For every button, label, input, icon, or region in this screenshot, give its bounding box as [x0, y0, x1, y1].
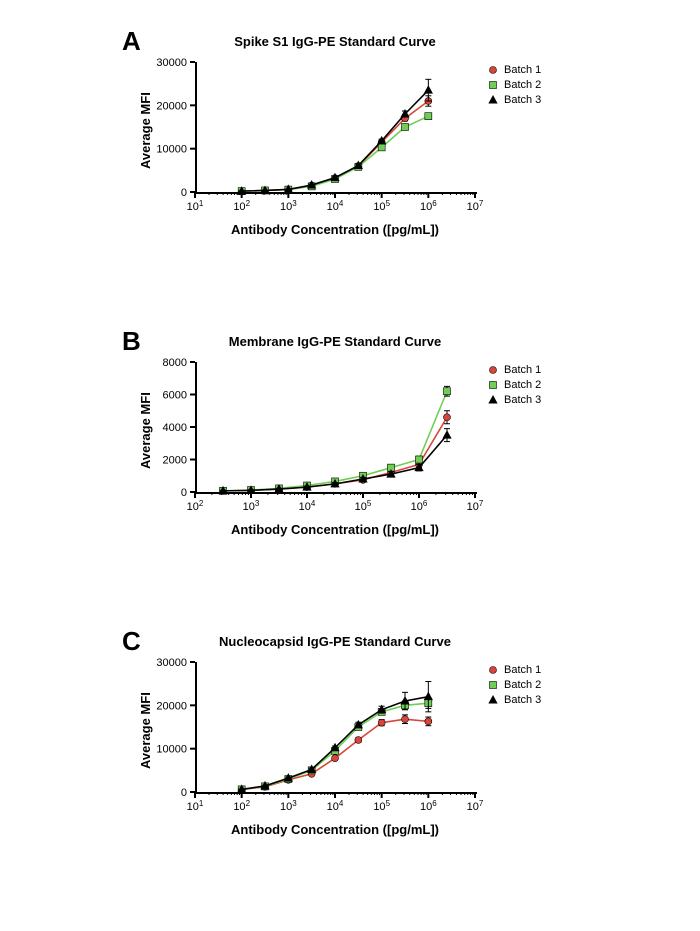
circle-icon — [487, 664, 499, 676]
svg-text:10000: 10000 — [156, 144, 187, 156]
legend-label: Batch 2 — [504, 79, 541, 91]
legend-label: Batch 1 — [504, 364, 541, 376]
legend-label: Batch 2 — [504, 379, 541, 391]
svg-text:106: 106 — [420, 199, 437, 214]
legend-label: Batch 3 — [504, 694, 541, 706]
legend-item: Batch 1 — [487, 364, 541, 376]
svg-text:30000: 30000 — [156, 57, 187, 69]
legend-item: Batch 3 — [487, 394, 541, 406]
svg-text:103: 103 — [280, 199, 297, 214]
svg-text:107: 107 — [467, 199, 484, 214]
svg-text:20000: 20000 — [156, 700, 187, 712]
legend: Batch 1 Batch 2 Batch 3 — [487, 64, 541, 109]
svg-text:105: 105 — [373, 199, 390, 214]
panel-c: CNucleocapsid IgG-PE Standard Curve01000… — [110, 620, 590, 900]
triangle-icon — [487, 94, 499, 106]
x-axis-label: Antibody Concentration ([pg/mL]) — [195, 222, 475, 237]
legend-item: Batch 1 — [487, 664, 541, 676]
svg-text:102: 102 — [233, 799, 250, 814]
svg-text:102: 102 — [233, 199, 250, 214]
svg-text:102: 102 — [187, 499, 204, 514]
svg-text:107: 107 — [467, 499, 484, 514]
legend: Batch 1 Batch 2 Batch 3 — [487, 364, 541, 409]
x-axis-label: Antibody Concentration ([pg/mL]) — [195, 522, 475, 537]
svg-text:105: 105 — [373, 799, 390, 814]
svg-text:106: 106 — [411, 499, 428, 514]
svg-text:30000: 30000 — [156, 657, 187, 669]
svg-text:4000: 4000 — [163, 422, 187, 434]
y-axis-label: Average MFI — [138, 392, 153, 469]
x-axis-label: Antibody Concentration ([pg/mL]) — [195, 822, 475, 837]
legend-item: Batch 3 — [487, 94, 541, 106]
legend-item: Batch 1 — [487, 64, 541, 76]
triangle-icon — [487, 394, 499, 406]
svg-text:105: 105 — [355, 499, 372, 514]
legend-label: Batch 3 — [504, 394, 541, 406]
svg-text:103: 103 — [280, 799, 297, 814]
triangle-icon — [487, 694, 499, 706]
panel-a: ASpike S1 IgG-PE Standard Curve010000200… — [110, 20, 590, 300]
y-axis-label: Average MFI — [138, 692, 153, 769]
chart-svg: 0 2000 4000 6000 8000 102 103 104 105 106 107 — [110, 320, 590, 600]
svg-text:0: 0 — [181, 487, 187, 499]
legend-item: Batch 2 — [487, 79, 541, 91]
legend: Batch 1 Batch 2 Batch 3 — [487, 664, 541, 709]
svg-text:20000: 20000 — [156, 100, 187, 112]
legend-label: Batch 2 — [504, 679, 541, 691]
chart-svg: 0 10000 20000 30000 101 102 103 104 105 106 107 — [110, 620, 590, 900]
square-icon — [487, 79, 499, 91]
legend-item: Batch 2 — [487, 379, 541, 391]
svg-text:104: 104 — [327, 799, 344, 814]
chart-svg: 0 10000 20000 30000 101 102 103 104 105 106 107 — [110, 20, 590, 300]
svg-text:8000: 8000 — [163, 357, 187, 369]
legend-label: Batch 1 — [504, 64, 541, 76]
svg-text:10000: 10000 — [156, 744, 187, 756]
svg-text:6000: 6000 — [163, 390, 187, 402]
y-axis-label: Average MFI — [138, 92, 153, 169]
svg-text:103: 103 — [243, 499, 260, 514]
circle-icon — [487, 364, 499, 376]
svg-text:104: 104 — [299, 499, 316, 514]
legend-item: Batch 3 — [487, 694, 541, 706]
svg-text:106: 106 — [420, 799, 437, 814]
svg-text:104: 104 — [327, 199, 344, 214]
panel-b: BMembrane IgG-PE Standard Curve020004000… — [110, 320, 590, 600]
circle-icon — [487, 64, 499, 76]
svg-text:101: 101 — [187, 799, 204, 814]
svg-text:0: 0 — [181, 787, 187, 799]
square-icon — [487, 679, 499, 691]
legend-item: Batch 2 — [487, 679, 541, 691]
svg-text:101: 101 — [187, 199, 204, 214]
legend-label: Batch 3 — [504, 94, 541, 106]
legend-label: Batch 1 — [504, 664, 541, 676]
svg-text:107: 107 — [467, 799, 484, 814]
svg-text:0: 0 — [181, 187, 187, 199]
svg-text:2000: 2000 — [163, 455, 187, 467]
square-icon — [487, 379, 499, 391]
